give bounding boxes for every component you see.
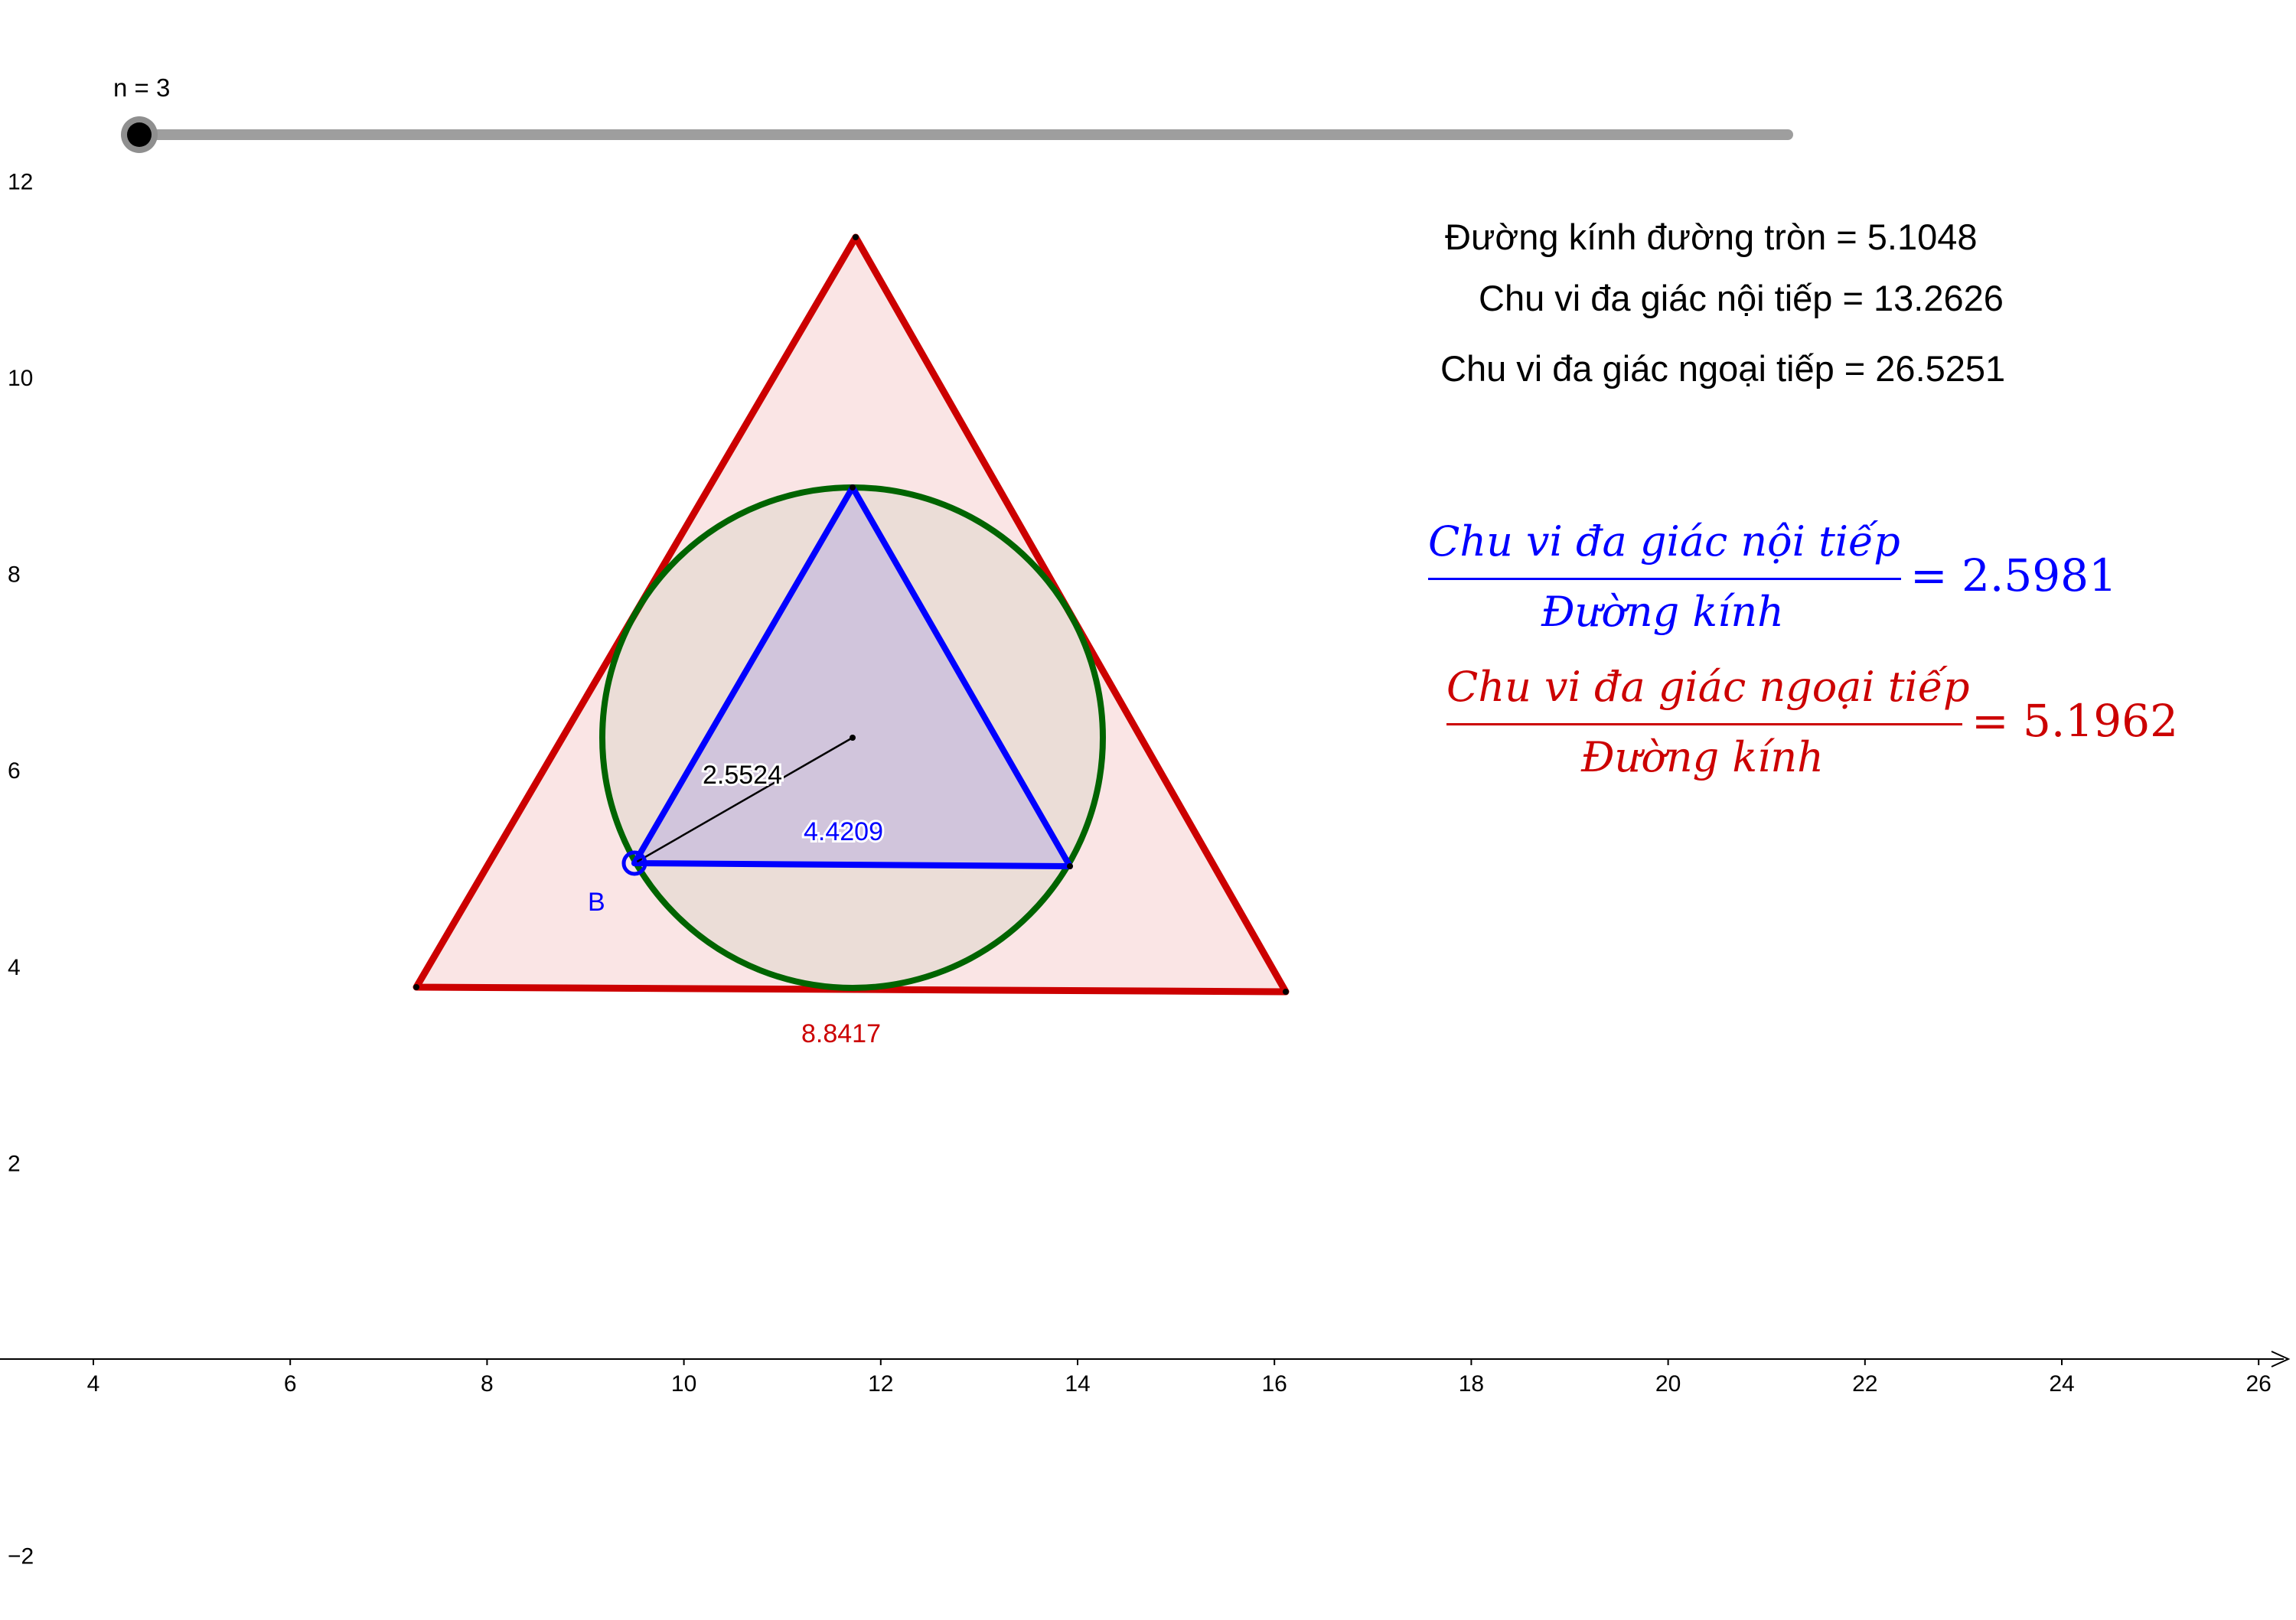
outer-side-label: 8.8417 (801, 1019, 881, 1048)
outer-vertex-left (413, 984, 419, 990)
outer-vertex-top (853, 234, 859, 240)
radius-segment[interactable] (634, 736, 853, 865)
inscribed-ratio-bar (1428, 578, 1901, 580)
x-tick-label: 14 (1065, 1371, 1090, 1397)
circumscribed-ratio-bar (1446, 723, 1962, 725)
y-axis-ticks: 12 10 8 6 4 2 −2 (8, 169, 34, 1569)
inscribed-triangle[interactable] (631, 484, 1073, 869)
x-tick-label: 10 (671, 1371, 696, 1397)
y-tick-label: 6 (8, 758, 21, 784)
circumscribed-ratio-denominator: Đường kính (1581, 733, 1824, 781)
circumscribed-perimeter-text: Chu vi đa giác ngoại tiếp = 26.5251 (1440, 348, 2006, 389)
slider-handle[interactable] (127, 122, 152, 147)
x-tick-label: 20 (1655, 1371, 1681, 1397)
diameter-text: Đường kính đường tròn = 5.1048 (1445, 217, 1978, 257)
point-b[interactable] (621, 850, 647, 876)
x-axis-arrow-icon (2271, 1351, 2291, 1367)
x-tick-label: 24 (2049, 1371, 2074, 1397)
x-tick-label: 22 (1852, 1371, 1877, 1397)
x-tick-label: 8 (481, 1371, 494, 1397)
y-tick-label: −2 (8, 1544, 34, 1569)
outer-vertex-right (1283, 989, 1289, 995)
inscribed-ratio-value: = 2.5981 (1910, 549, 2117, 601)
x-tick-label: 4 (87, 1371, 100, 1397)
point-b-label: B (588, 888, 605, 917)
circle-center (850, 735, 856, 741)
point-b-center[interactable] (631, 860, 638, 866)
circumscribed-ratio-numerator: Chu vi đa giác ngoại tiếp (1446, 663, 1970, 711)
radius-label: 2.5524 (703, 761, 782, 790)
x-axis-ticks: 4 6 8 10 12 14 16 18 20 22 24 26 (87, 1359, 2272, 1397)
y-tick-label: 10 (8, 366, 33, 391)
inscribed-perimeter-text: Chu vi đa giác nội tiếp = 13.2626 (1479, 278, 2004, 318)
inner-vertex-top (850, 484, 856, 491)
y-tick-label: 12 (8, 169, 33, 194)
circumscribed-ratio-value: = 5.1962 (1971, 695, 2178, 747)
y-tick-label: 2 (8, 1151, 21, 1176)
y-tick-label: 4 (8, 955, 21, 980)
x-tick-label: 18 (1459, 1371, 1484, 1397)
x-tick-label: 26 (2246, 1371, 2272, 1397)
slider-label: n = 3 (113, 73, 171, 102)
inscribed-ratio-numerator: Chu vi đa giác nội tiếp (1428, 517, 1900, 566)
inner-side-label: 4.4209 (804, 817, 883, 846)
x-tick-label: 12 (868, 1371, 893, 1397)
inner-vertex-right (1067, 863, 1073, 869)
x-tick-label: 6 (284, 1371, 297, 1397)
y-tick-label: 8 (8, 562, 21, 588)
inscribed-ratio-denominator: Đường kính (1541, 588, 1784, 636)
x-tick-label: 16 (1262, 1371, 1287, 1397)
